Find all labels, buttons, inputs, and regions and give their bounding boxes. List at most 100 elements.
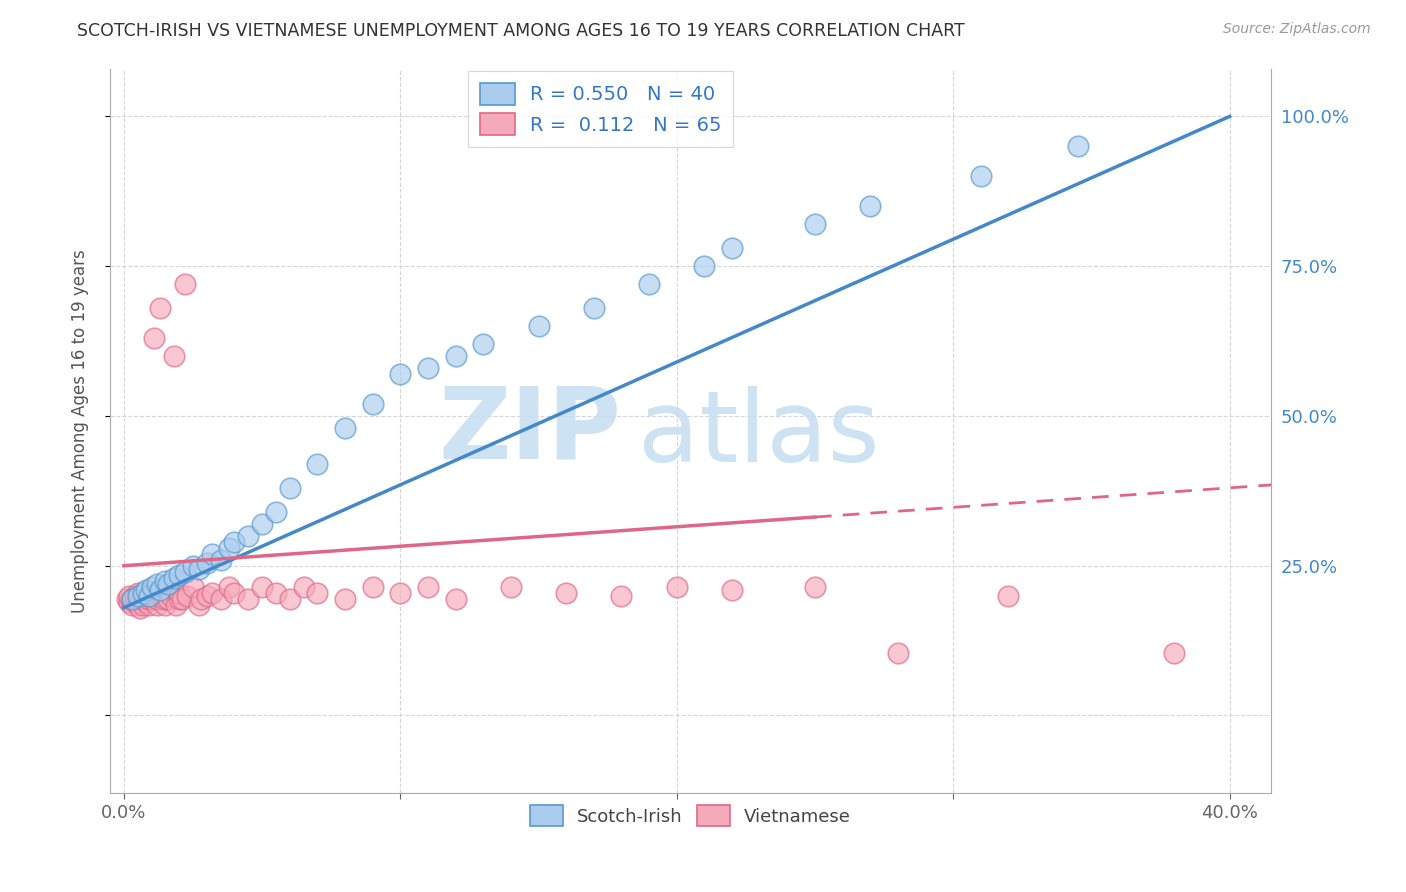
Point [887,646,910,660]
Point [170,591,193,606]
Point [238,529,260,543]
Point [333,421,356,435]
Point [163,349,186,363]
Point [167,567,190,582]
Point [416,361,439,376]
Point [416,580,439,594]
Text: Source: ZipAtlas.com: Source: ZipAtlas.com [1223,22,1371,37]
Point [638,277,661,292]
Point [138,591,160,606]
Point [238,591,260,606]
Point [129,591,152,606]
Point [997,589,1019,603]
Point [582,301,605,315]
Point [250,516,273,531]
Point [181,558,204,573]
Point [721,582,744,597]
Point [160,589,183,603]
Point [307,457,329,471]
Point [124,589,146,603]
Point [444,349,467,363]
Point [132,598,155,612]
Point [143,331,166,345]
Point [307,585,329,599]
Point [693,259,716,273]
Point [149,582,172,597]
Legend: Scotch-Irish, Vietnamese: Scotch-Irish, Vietnamese [522,797,860,835]
Point [218,580,240,594]
Point [1163,646,1185,660]
Point [118,589,141,603]
Point [173,565,195,579]
Point [167,585,190,599]
Point [264,505,287,519]
Point [333,591,356,606]
Point [141,580,163,594]
Text: ZIP: ZIP [439,383,621,479]
Point [132,589,155,603]
Point [135,591,157,606]
Point [610,589,633,603]
Point [209,552,232,566]
Point [127,598,149,612]
Point [721,241,744,255]
Point [121,591,143,606]
Point [499,580,522,594]
Point [264,585,287,599]
Point [146,598,169,612]
Point [361,397,384,411]
Point [472,337,495,351]
Point [155,598,177,612]
Point [124,595,146,609]
Point [389,585,412,599]
Point [115,591,138,606]
Point [389,367,412,381]
Point [970,169,993,184]
Text: atlas: atlas [638,386,880,483]
Point [209,591,232,606]
Point [146,591,169,606]
Point [152,591,174,606]
Point [146,576,169,591]
Point [250,580,273,594]
Point [201,585,224,599]
Point [157,576,180,591]
Point [138,598,160,612]
Point [121,591,143,606]
Point [141,591,163,606]
Point [141,585,163,599]
Y-axis label: Unemployment Among Ages 16 to 19 years: Unemployment Among Ages 16 to 19 years [72,249,89,613]
Point [201,547,224,561]
Point [195,556,218,570]
Point [127,589,149,603]
Point [804,580,827,594]
Point [444,591,467,606]
Point [141,589,163,603]
Point [278,591,301,606]
Point [118,595,141,609]
Point [155,574,177,588]
Text: SCOTCH-IRISH VS VIETNAMESE UNEMPLOYMENT AMONG AGES 16 TO 19 YEARS CORRELATION CH: SCOTCH-IRISH VS VIETNAMESE UNEMPLOYMENT … [77,22,965,40]
Point [555,585,578,599]
Point [195,589,218,603]
Point [187,562,209,576]
Point [218,541,240,555]
Point [149,301,172,315]
Point [859,199,882,213]
Point [167,591,190,606]
Point [176,589,198,603]
Point [138,589,160,603]
Point [135,582,157,597]
Point [165,598,187,612]
Point [163,571,186,585]
Point [1066,139,1088,153]
Point [361,580,384,594]
Point [292,580,315,594]
Point [129,600,152,615]
Point [157,591,180,606]
Point [278,481,301,495]
Point [187,598,209,612]
Point [155,591,177,606]
Point [224,585,246,599]
Point [224,534,246,549]
